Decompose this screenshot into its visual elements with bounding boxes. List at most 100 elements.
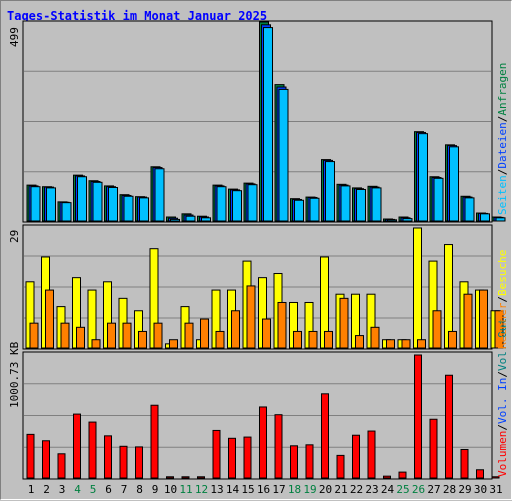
day-label: 31 [489,483,502,496]
bar-volumen [57,453,66,479]
day-label: 16 [257,483,270,496]
bar-volumen [73,413,81,479]
bar-seiten [294,199,304,222]
day-label: 30 [474,483,487,496]
bar-rechner [122,322,132,349]
bar-rechner [153,322,163,349]
bar-rechner [262,318,271,349]
bar-volumen [398,471,407,479]
day-label: 11 [179,483,192,496]
bar-seiten [402,218,413,222]
bar-volumen [429,418,438,479]
bar-rechner [355,335,364,349]
bar-seiten [185,215,196,222]
day-label: 28 [443,483,456,496]
bar-rechner [277,301,287,349]
legend-separator: / [496,424,509,431]
day-label: 13 [210,483,223,496]
bar-rechner [246,285,256,349]
day-label: 24 [381,483,395,496]
page-title: Tages-Statistik im Monat Januar 2025 [7,9,268,23]
bar-rechner [200,318,209,349]
day-label: 8 [136,483,143,496]
right-legend: Volumen/Vol. In/Vol. Out Rechner/Besuche… [494,63,512,477]
bar-seiten [449,146,459,222]
bar-seiten [232,190,242,222]
bar-volumen [414,354,422,479]
bar-seiten [263,27,273,222]
day-label: 15 [241,483,254,496]
bar-volumen [42,440,50,479]
bar-rechner [479,289,488,349]
bar-rechner [60,322,70,349]
top-panel-max-label: 499 [8,27,21,47]
legend-separator: / [496,371,509,378]
bar-rechner [169,339,178,349]
day-label: 22 [350,483,363,496]
bar-rechner [138,330,147,349]
bar-rechner [308,330,318,349]
bar-seiten [480,213,490,222]
bar-besuche [413,227,422,349]
bar-rechner [401,339,411,349]
bar-seiten [340,185,351,222]
bar-volumen [228,437,236,479]
day-label: 25 [396,483,409,496]
bar-rechner [215,330,225,349]
bar-rechner [432,310,442,349]
bar-seiten [108,187,118,222]
day-label: 10 [164,483,177,496]
bar-seiten [433,177,444,222]
bar-seiten [325,161,335,222]
bar-seiten [92,181,103,222]
day-label: 26 [412,483,425,496]
bar-seiten [278,88,289,222]
bar-rechner [370,326,380,349]
day-label: 23 [365,483,378,496]
bar-seiten [77,176,87,222]
bar-seiten [123,195,134,222]
bar-volumen [135,446,143,479]
bar-rechner [45,289,54,349]
bar-seiten [247,184,258,222]
bar-seiten [418,133,428,222]
bar-seiten [309,197,320,222]
bar-seiten [154,168,165,222]
bar-rechner [339,297,349,349]
day-label: 19 [303,483,316,496]
legend-besuche: Besuche [496,249,509,297]
day-label: 20 [319,483,332,496]
bar-seiten [495,217,506,222]
bar-seiten [387,219,397,222]
bar-volumen [26,433,35,479]
bottom-panel-max-label: 1000.73 KB [8,341,21,408]
bar-volumen [336,454,345,479]
legend-middle-panel: Rechner/Besuche [496,250,509,349]
bar-rechner [76,326,85,349]
bar-volumen [259,406,267,479]
day-label: 29 [458,483,471,496]
bar-volumen [460,448,469,479]
day-label: 18 [288,483,301,496]
bar-seiten [170,218,180,222]
bar-seiten [371,187,382,222]
bar-rechner [91,339,101,349]
bar-seiten [30,186,41,222]
legend-dateien: Dateien [496,122,509,169]
bar-volumen [367,430,376,479]
bar-volumen [212,429,221,479]
bar-rechner [107,322,116,349]
legend-seiten: Seiten [496,175,509,215]
day-label: 27 [427,483,440,496]
bar-volumen [321,393,329,479]
bar-seiten [61,202,72,222]
bar-rechner [231,310,240,349]
bar-rechner [417,339,426,349]
bar-rechner [494,310,504,349]
bar-seiten [216,186,227,222]
day-label: 4 [74,483,81,496]
bar-volumen [274,414,283,479]
bar-volumen [181,476,190,479]
bar-volumen [290,445,298,479]
